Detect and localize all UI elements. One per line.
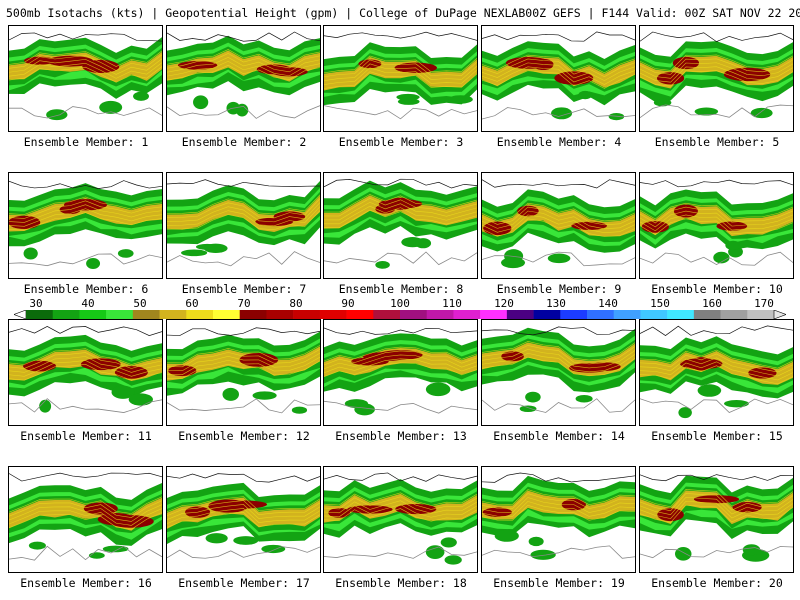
colorbar-segment bbox=[26, 310, 54, 319]
colorbar-segment bbox=[132, 310, 160, 319]
member-label: Ensemble Member: 9 bbox=[496, 282, 622, 296]
colorbar-segment bbox=[159, 310, 187, 319]
colorbar-segment bbox=[747, 310, 775, 319]
colorbar-tick-label: 120 bbox=[494, 297, 514, 310]
jet-stream-map bbox=[481, 172, 636, 279]
run-info: 00Z GEFS | F144 Valid: 00Z SAT NOV 22 20… bbox=[525, 6, 800, 20]
colorbar-segment bbox=[453, 310, 481, 319]
colorbar-tick-labels: 30 40 50 60 70 80 90 100 110 120 130 140 150 160 170 bbox=[14, 297, 786, 310]
member-label: Ensemble Member: 11 bbox=[20, 429, 152, 443]
jet-stream-map bbox=[323, 25, 478, 132]
member-label: Ensemble Member: 13 bbox=[335, 429, 467, 443]
member-label: Ensemble Member: 5 bbox=[654, 135, 780, 149]
member-label: Ensemble Member: 12 bbox=[178, 429, 310, 443]
colorbar-segment bbox=[213, 310, 241, 319]
member-label: Ensemble Member: 1 bbox=[23, 135, 149, 149]
colorbar-segment bbox=[186, 310, 214, 319]
member-label: Ensemble Member: 10 bbox=[651, 282, 783, 296]
jet-stream-map bbox=[481, 25, 636, 132]
member-label: Ensemble Member: 17 bbox=[178, 576, 310, 590]
colorbar-segment bbox=[79, 310, 107, 319]
colorbar-tick-label: 30 bbox=[29, 297, 43, 310]
colorbar-tick-label: 160 bbox=[702, 297, 722, 310]
colorbar-segment bbox=[239, 310, 267, 319]
colorbar-segment bbox=[400, 310, 428, 319]
jet-stream-map bbox=[323, 319, 478, 426]
jet-stream-map bbox=[8, 172, 163, 279]
colorbar-tick-label: 50 bbox=[133, 297, 147, 310]
jet-stream-map bbox=[481, 319, 636, 426]
member-label: Ensemble Member: 15 bbox=[651, 429, 783, 443]
colorbar-segment bbox=[52, 310, 80, 319]
colorbar-segment bbox=[319, 310, 347, 319]
colorbar-segment bbox=[266, 310, 294, 319]
colorbar-tick-label: 170 bbox=[754, 297, 774, 310]
jet-stream-map bbox=[323, 172, 478, 279]
member-label: Ensemble Member: 20 bbox=[651, 576, 783, 590]
colorbar-segment bbox=[560, 310, 588, 319]
colorbar-tick-label: 130 bbox=[546, 297, 566, 310]
jet-stream-map bbox=[166, 172, 321, 279]
colorbar-segment bbox=[533, 310, 561, 319]
jet-stream-map bbox=[639, 25, 794, 132]
member-label: Ensemble Member: 2 bbox=[181, 135, 307, 149]
product-title: 500mb Isotachs (kts) | Geopotential Heig… bbox=[6, 6, 526, 20]
member-label: Ensemble Member: 3 bbox=[338, 135, 464, 149]
jet-stream-map bbox=[166, 319, 321, 426]
colorbar-tick-label: 90 bbox=[341, 297, 355, 310]
member-label: Ensemble Member: 16 bbox=[20, 576, 152, 590]
colorbar-segment bbox=[426, 310, 454, 319]
member-label: Ensemble Member: 4 bbox=[496, 135, 622, 149]
member-label: Ensemble Member: 6 bbox=[23, 282, 149, 296]
jet-stream-map bbox=[166, 25, 321, 132]
colorbar-tick-label: 40 bbox=[81, 297, 95, 310]
colorbar-segment bbox=[720, 310, 748, 319]
colorbar-segment bbox=[506, 310, 534, 319]
colorbar-tick-label: 150 bbox=[650, 297, 670, 310]
colorbar-segment bbox=[373, 310, 401, 319]
member-label: Ensemble Member: 7 bbox=[181, 282, 307, 296]
jet-stream-map bbox=[8, 319, 163, 426]
jet-stream-map bbox=[639, 319, 794, 426]
colorbar-segment bbox=[587, 310, 615, 319]
member-label: Ensemble Member: 19 bbox=[493, 576, 625, 590]
colorbar-bar bbox=[14, 310, 786, 319]
jet-stream-map bbox=[8, 25, 163, 132]
colorbar-tick-label: 110 bbox=[442, 297, 462, 310]
colorbar-segment bbox=[480, 310, 508, 319]
colorbar-high-arrow bbox=[773, 310, 786, 319]
member-label: Ensemble Member: 8 bbox=[338, 282, 464, 296]
jet-stream-map bbox=[8, 466, 163, 573]
header: 500mb Isotachs (kts) | Geopotential Heig… bbox=[6, 6, 800, 20]
jet-stream-map bbox=[323, 466, 478, 573]
colorbar-segment bbox=[106, 310, 134, 319]
colorbar-tick-label: 140 bbox=[598, 297, 618, 310]
jet-stream-map bbox=[639, 172, 794, 279]
colorbar-segment bbox=[613, 310, 641, 319]
jet-stream-map bbox=[481, 466, 636, 573]
colorbar-tick-label: 100 bbox=[390, 297, 410, 310]
isotach-colorbar: 30 40 50 60 70 80 90 100 110 120 130 140 150 160 170 bbox=[14, 297, 786, 322]
colorbar-segment bbox=[693, 310, 721, 319]
colorbar-tick-label: 70 bbox=[237, 297, 251, 310]
member-label: Ensemble Member: 14 bbox=[493, 429, 625, 443]
member-label: Ensemble Member: 18 bbox=[335, 576, 467, 590]
jet-stream-map bbox=[639, 466, 794, 573]
colorbar-low-arrow bbox=[14, 310, 27, 319]
colorbar-tick-label: 60 bbox=[185, 297, 199, 310]
jet-stream-map bbox=[166, 466, 321, 573]
colorbar-segment bbox=[640, 310, 668, 319]
colorbar-segment bbox=[346, 310, 374, 319]
colorbar-tick-label: 80 bbox=[289, 297, 303, 310]
colorbar-segment bbox=[293, 310, 321, 319]
colorbar-segment bbox=[667, 310, 695, 319]
